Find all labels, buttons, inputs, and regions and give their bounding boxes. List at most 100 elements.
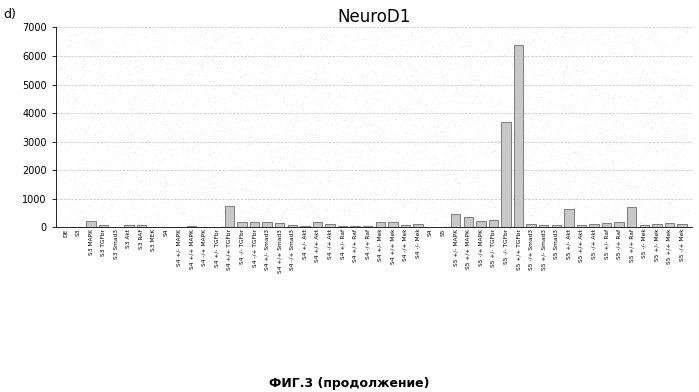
Point [529,132,540,138]
Point [454,122,465,128]
Point [589,56,600,62]
Point [606,196,617,202]
Point [170,199,181,205]
Point [508,193,519,199]
Point [180,33,192,39]
Point [555,101,566,107]
Point [258,60,269,67]
Point [433,160,444,166]
Point [89,35,100,42]
Point [135,79,146,85]
Point [321,207,332,214]
Point [281,222,292,229]
Point [315,100,326,106]
Point [226,201,238,207]
Point [504,131,515,138]
Point [304,36,315,42]
Point [210,209,222,216]
Point [562,26,573,32]
Point [247,194,258,200]
Point [236,40,247,47]
Point [367,46,378,52]
Point [395,196,406,203]
Point [61,131,72,138]
Point [440,149,452,155]
Point [496,73,507,79]
Point [89,100,101,107]
Point [137,69,148,75]
Point [245,134,256,141]
Point [368,96,379,102]
Point [67,87,78,93]
Point [206,200,217,207]
Point [641,205,652,211]
Point [233,145,244,151]
Point [73,222,84,229]
Point [674,34,685,40]
Point [102,110,113,116]
Point [283,197,294,203]
Point [186,215,197,221]
Point [642,120,654,126]
Point [421,145,433,151]
Point [472,93,483,99]
Point [149,222,160,228]
Point [127,171,138,177]
Point [675,145,686,151]
Point [647,85,658,91]
Point [598,202,609,209]
Point [94,169,105,175]
Point [189,38,200,44]
Point [147,115,158,122]
Point [435,38,446,45]
Point [390,115,401,122]
Point [365,147,376,154]
Point [294,51,305,57]
Point [547,76,558,83]
Point [397,202,408,209]
Point [303,198,315,204]
Point [345,203,356,209]
Point [131,172,143,179]
Point [526,38,537,45]
Point [103,122,115,128]
Point [637,79,648,85]
Point [380,31,391,38]
Point [610,189,621,195]
Point [369,191,380,197]
Point [216,128,227,134]
Point [136,67,147,73]
Point [84,29,95,35]
Bar [640,225,649,227]
Point [201,73,212,79]
Point [572,125,583,131]
Point [645,124,656,130]
Point [225,127,236,134]
Point [503,74,514,81]
Point [501,175,512,181]
Point [359,36,370,42]
Point [147,81,158,87]
Point [464,55,475,62]
Point [442,122,453,129]
Point [311,50,322,56]
Point [167,151,178,157]
Point [589,136,600,142]
Point [155,158,166,164]
Point [409,142,420,148]
Point [624,106,635,113]
Point [189,129,200,135]
Point [568,190,579,196]
Point [161,66,173,73]
Point [132,92,143,98]
Point [199,90,210,96]
Point [205,145,216,152]
Point [496,142,507,148]
Point [120,121,131,127]
Point [499,111,510,118]
Point [235,193,246,199]
Point [375,64,387,71]
Point [399,35,410,42]
Point [423,85,434,91]
Point [484,45,496,52]
